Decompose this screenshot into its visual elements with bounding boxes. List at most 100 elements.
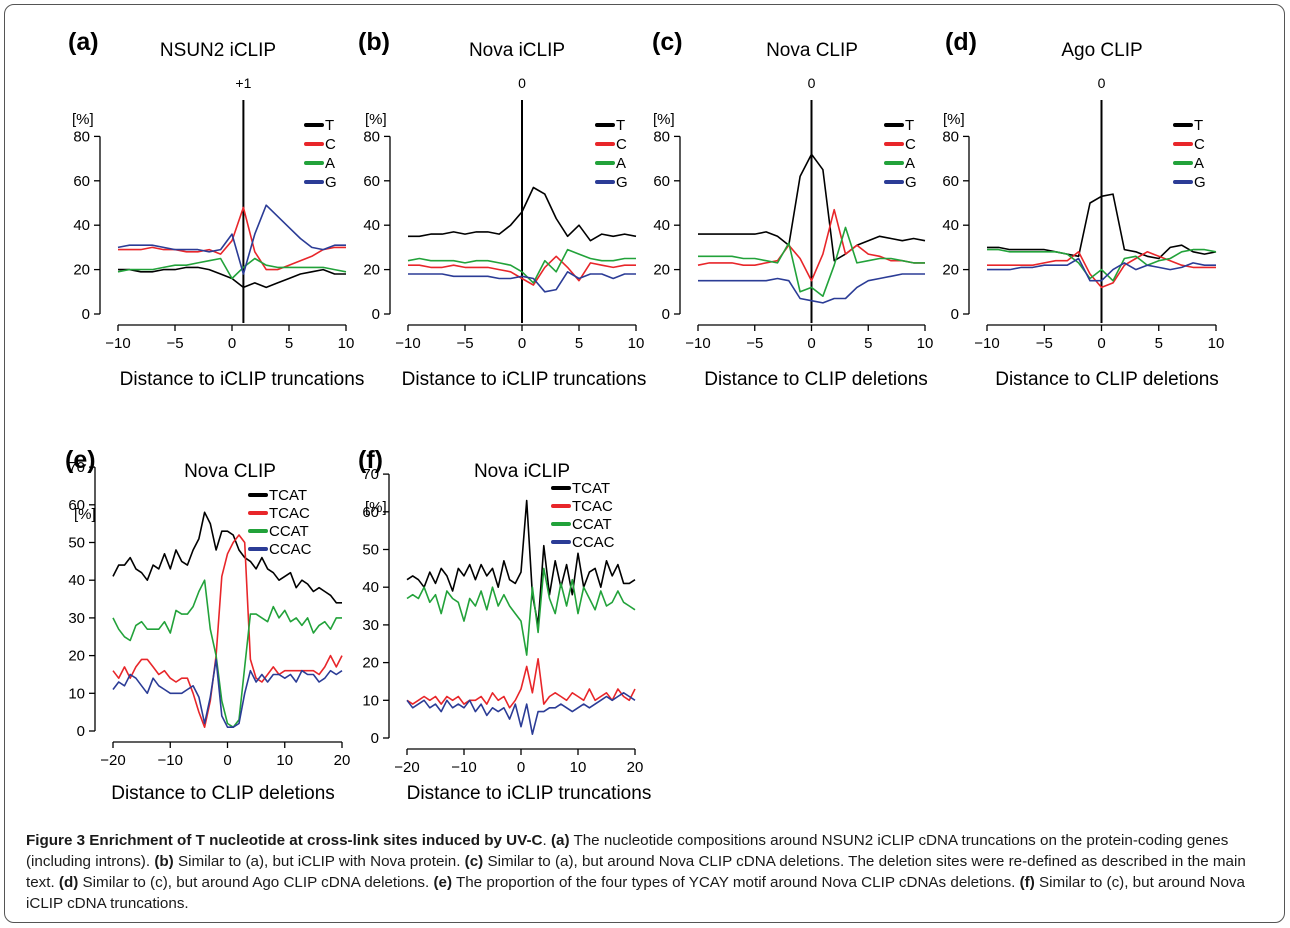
x-tick-label: 0 [1097, 335, 1105, 352]
chart-title: Nova iCLIP [474, 461, 570, 482]
y-tick-label: 10 [68, 685, 85, 702]
legend-label: A [1194, 155, 1204, 172]
caption-ref-a: (a) [550, 832, 570, 849]
series-line-a [987, 248, 1217, 282]
y-tick-label: 40 [653, 217, 670, 234]
chart-panel-6: (f) Nova iCLIP [%] 0 10 20 30 40 50 60 70 −20 −10 0 10… [358, 446, 651, 804]
series-line-c [987, 251, 1216, 289]
reference-vline-label: 0 [808, 75, 816, 91]
x-axis-label: Distance to CLIP deletions [704, 369, 928, 390]
chart-panel-5: (e) Nova CLIP [%] 0 10 20 30 40 50 60 70 −20 −10 0 10 2… [65, 446, 350, 804]
reference-vline-label: 0 [518, 75, 526, 91]
series-line-g [408, 270, 636, 293]
x-tick-label: −5 [746, 335, 763, 352]
x-tick-label: 0 [228, 335, 236, 352]
y-tick-label: 20 [68, 648, 85, 665]
legend-label: C [616, 136, 627, 153]
legend-label: CCAC [269, 541, 312, 558]
y-tick-label: 0 [371, 730, 379, 747]
x-tick-label: −10 [451, 759, 476, 776]
series-line-g [987, 257, 1216, 282]
y-tick-label: 20 [73, 262, 90, 279]
panel-letter: (f) [358, 446, 383, 474]
legend-label: T [325, 117, 334, 134]
x-tick-label: −20 [394, 759, 419, 776]
caption-text-a: The nucleotide compositions around NSUN2… [26, 832, 1229, 870]
series-line-a [698, 226, 925, 298]
reference-vline-label: +1 [235, 75, 251, 91]
chart-panel-2: (b) Nova iCLIP [%] 0 20 40 60 80 −10 −5 0 5 10 Distan… [358, 28, 646, 390]
y-tick-label: 10 [362, 692, 379, 709]
series-line-tcac [406, 657, 636, 709]
chart-title: Nova CLIP [766, 40, 858, 61]
x-tick-label: −10 [685, 335, 710, 352]
y-tick-label: 20 [363, 262, 380, 279]
y-tick-label: 60 [653, 173, 670, 190]
x-tick-label: 20 [627, 759, 644, 776]
caption-text-f: Similar to (c), but around Nova iCLIP cD… [26, 874, 1245, 912]
y-tick-label: 0 [951, 306, 959, 323]
series-line-ccac [112, 658, 343, 729]
y-tick-label: 60 [73, 173, 90, 190]
legend-label: G [325, 174, 337, 191]
figure-frame [4, 4, 1285, 923]
series-line-c [118, 206, 346, 271]
panel-letter: (d) [945, 28, 977, 56]
series-line-a [117, 257, 347, 280]
y-tick-label: 20 [942, 262, 959, 279]
x-tick-label: 5 [1155, 335, 1163, 352]
y-tick-label: 40 [363, 217, 380, 234]
caption-title: Figure 3 Enrichment of T nucleotide at c… [26, 832, 543, 849]
y-tick-label: 50 [68, 535, 85, 552]
caption-ref-c: (c) [464, 853, 484, 870]
series-line-ccac [406, 691, 636, 736]
figure-caption: Figure 3 Enrichment of T nucleotide at c… [26, 830, 1271, 914]
legend-label: CCAT [572, 516, 612, 533]
x-tick-label: −20 [100, 752, 125, 769]
y-tick-label: 30 [68, 610, 85, 627]
y-tick-label: 60 [942, 173, 959, 190]
y-tick-label: 40 [68, 572, 85, 589]
panel-letter: (a) [68, 28, 99, 56]
legend-label: T [1194, 117, 1203, 134]
x-tick-label: −10 [974, 335, 999, 352]
series-line-tcac [112, 534, 343, 729]
y-tick-label: 40 [942, 217, 959, 234]
y-tick-label: 60 [362, 504, 379, 521]
chart-title: NSUN2 iCLIP [160, 40, 276, 61]
y-unit-label: [%] [72, 111, 94, 128]
series-line-tcat [406, 499, 636, 626]
x-tick-label: 0 [807, 335, 815, 352]
series-line-a [407, 248, 636, 284]
series-line-g [698, 273, 925, 304]
y-unit-label: [%] [365, 499, 387, 516]
y-tick-label: 0 [82, 306, 90, 323]
y-unit-label: [%] [365, 111, 387, 128]
legend-label: G [616, 174, 628, 191]
figure-canvas: (a) NSUN2 iCLIP [%] 0 20 40 60 80 −10 −5 0 5 10 Dista… [65, 28, 1224, 804]
caption-title-end: . [542, 832, 551, 849]
y-tick-label: 50 [362, 542, 379, 559]
chart-panel-4: (d) Ago CLIP [%] 0 20 40 60 80 −10 −5 0 5 10 Distance… [942, 28, 1224, 390]
legend-label: G [905, 174, 917, 191]
y-tick-label: 0 [372, 306, 380, 323]
y-unit-label: [%] [943, 111, 965, 128]
y-tick-label: 70 [68, 459, 85, 476]
series-line-ccat [406, 567, 636, 656]
y-tick-label: 0 [662, 306, 670, 323]
x-axis-label: Distance to CLIP deletions [995, 369, 1219, 390]
x-tick-label: −5 [1036, 335, 1053, 352]
panel-letter: (c) [652, 28, 683, 56]
legend-label: A [616, 155, 626, 172]
x-tick-label: 10 [628, 335, 645, 352]
chart-panel-1: (a) NSUN2 iCLIP [%] 0 20 40 60 80 −10 −5 0 5 10 Dista… [68, 28, 364, 390]
x-tick-label: −10 [158, 752, 183, 769]
chart-title: Nova CLIP [184, 461, 276, 482]
x-tick-label: 0 [223, 752, 231, 769]
caption-ref-b: (b) [154, 853, 174, 870]
x-axis-label: Distance to iCLIP truncations [120, 369, 365, 390]
caption-ref-d: (d) [58, 874, 79, 891]
y-tick-label: 60 [68, 497, 85, 514]
y-tick-label: 80 [653, 128, 670, 145]
y-tick-label: 0 [77, 723, 85, 740]
